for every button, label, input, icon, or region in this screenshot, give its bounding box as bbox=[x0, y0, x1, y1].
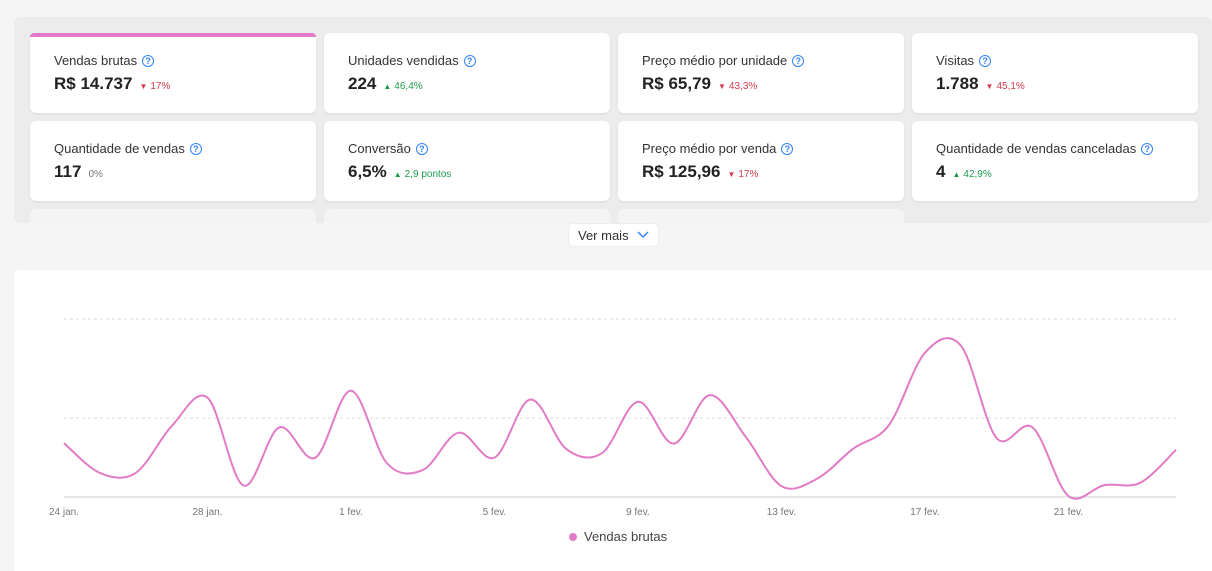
metric-title: Conversão bbox=[348, 141, 411, 156]
sales-chart-panel: 24 jan. 28 jan. 1 fev. 5 fev. 9 fev. 13 fev. 1… bbox=[14, 270, 1212, 571]
metric-delta-value: 45,1% bbox=[996, 81, 1025, 92]
metric-delta: ▲ 2,9 pontos bbox=[394, 169, 452, 180]
triangle-down-icon: ▼ bbox=[985, 82, 994, 91]
x-tick-label: 24 jan. bbox=[49, 507, 79, 518]
metric-value: R$ 125,96 bbox=[642, 162, 721, 181]
metric-title: Preço médio por venda bbox=[642, 141, 777, 156]
help-icon[interactable]: ? bbox=[1141, 142, 1154, 155]
metric-card[interactable]: Preço médio por venda? R$ 125,96 ▼ 17% bbox=[618, 121, 904, 201]
metric-value-row: R$ 14.737 ▼ 17% bbox=[54, 74, 316, 94]
chart-legend[interactable]: Vendas brutas bbox=[569, 529, 667, 544]
metric-title-row: Quantidade de vendas canceladas? bbox=[936, 141, 1198, 156]
metric-delta: ▲ 42,9% bbox=[952, 169, 991, 180]
metric-card[interactable]: Visitas? 1.788 ▼ 45,1% bbox=[912, 33, 1198, 113]
metric-delta: ▼ 17% bbox=[139, 81, 170, 92]
triangle-down-icon: ▼ bbox=[139, 82, 148, 91]
hidden-metric-card bbox=[618, 209, 904, 223]
metric-value-row: 117 0% bbox=[54, 162, 316, 182]
metric-title-row: Preço médio por unidade? bbox=[642, 53, 904, 68]
metric-value: 224 bbox=[348, 74, 377, 93]
metric-card[interactable]: Unidades vendidas? 224 ▲ 46,4% bbox=[324, 33, 610, 113]
metric-value-row: 4 ▲ 42,9% bbox=[936, 162, 1198, 182]
metric-card[interactable]: Preço médio por unidade? R$ 65,79 ▼ 43,3% bbox=[618, 33, 904, 113]
help-icon[interactable]: ? bbox=[142, 54, 155, 67]
metric-delta-value: 42,9% bbox=[963, 169, 992, 180]
metric-card[interactable]: Conversão? 6,5% ▲ 2,9 pontos bbox=[324, 121, 610, 201]
metric-delta-value: 2,9 pontos bbox=[404, 169, 452, 180]
series-line-vendas-brutas[interactable] bbox=[63, 337, 1177, 500]
metric-title: Visitas bbox=[936, 53, 975, 68]
metric-delta-value: 17% bbox=[150, 81, 171, 92]
metric-delta: ▼ 45,1% bbox=[986, 81, 1025, 92]
x-tick-label: 21 fev. bbox=[1054, 507, 1083, 518]
metric-title: Quantidade de vendas bbox=[54, 141, 185, 156]
metric-title-row: Preço médio por venda? bbox=[642, 141, 904, 156]
metrics-area: Vendas brutas? R$ 14.737 ▼ 17% Unidades vend… bbox=[14, 17, 1212, 223]
metric-title: Unidades vendidas bbox=[348, 53, 459, 68]
metric-delta-value: 46,4% bbox=[394, 81, 423, 92]
triangle-up-icon: ▲ bbox=[952, 170, 961, 179]
metric-value: 117 bbox=[54, 162, 82, 181]
triangle-up-icon: ▲ bbox=[383, 82, 392, 91]
metric-value-row: R$ 65,79 ▼ 43,3% bbox=[642, 74, 904, 94]
see-more-button[interactable]: Ver mais bbox=[568, 223, 659, 247]
metric-card[interactable]: Quantidade de vendas canceladas? 4 ▲ 42,9% bbox=[912, 121, 1198, 201]
x-tick-label: 28 jan. bbox=[192, 507, 222, 518]
metric-value: 1.788 bbox=[936, 74, 979, 93]
metric-title-row: Vendas brutas? bbox=[54, 53, 316, 68]
metric-value: 4 bbox=[936, 162, 946, 181]
help-icon[interactable]: ? bbox=[415, 142, 428, 155]
x-tick-label: 1 fev. bbox=[339, 507, 363, 518]
triangle-up-icon: ▲ bbox=[393, 170, 402, 179]
help-icon[interactable]: ? bbox=[189, 142, 202, 155]
metric-delta-value: 17% bbox=[738, 169, 759, 180]
hidden-metric-card bbox=[30, 209, 316, 223]
metric-title: Quantidade de vendas canceladas bbox=[936, 141, 1137, 156]
metric-value: R$ 14.737 bbox=[54, 74, 133, 93]
x-tick-label: 17 fev. bbox=[910, 507, 939, 518]
x-tick-label: 13 fev. bbox=[767, 507, 796, 518]
help-icon[interactable]: ? bbox=[463, 54, 476, 67]
triangle-down-icon: ▼ bbox=[727, 170, 736, 179]
metric-title-row: Quantidade de vendas? bbox=[54, 141, 316, 156]
hidden-metric-card bbox=[324, 209, 610, 223]
metric-card[interactable]: Vendas brutas? R$ 14.737 ▼ 17% bbox=[30, 33, 316, 113]
metric-delta-value: 0% bbox=[88, 169, 103, 180]
x-tick-label: 5 fev. bbox=[483, 507, 507, 518]
metric-title-row: Unidades vendidas? bbox=[348, 53, 610, 68]
legend-swatch bbox=[569, 532, 577, 541]
metric-delta: ▲ 46,4% bbox=[383, 81, 422, 92]
metric-title: Preço médio por unidade bbox=[642, 53, 788, 68]
metric-title: Vendas brutas bbox=[54, 53, 138, 68]
metric-card[interactable]: Quantidade de vendas? 117 0% bbox=[30, 121, 316, 201]
x-tick-label: 9 fev. bbox=[626, 507, 650, 518]
metric-delta: ▼ 17% bbox=[727, 169, 758, 180]
sales-line-chart: 24 jan. 28 jan. 1 fev. 5 fev. 9 fev. 13 fev. 1… bbox=[49, 318, 1177, 518]
metric-value: 6,5% bbox=[348, 162, 387, 181]
triangle-down-icon: ▼ bbox=[718, 82, 726, 91]
metric-value-row: R$ 125,96 ▼ 17% bbox=[642, 162, 904, 182]
metric-value-row: 224 ▲ 46,4% bbox=[348, 74, 610, 94]
metric-delta-value: 43,3% bbox=[728, 81, 758, 92]
help-icon[interactable]: ? bbox=[792, 54, 805, 67]
help-icon[interactable]: ? bbox=[781, 142, 794, 155]
metric-title-row: Conversão? bbox=[348, 141, 610, 156]
metric-value-row: 1.788 ▼ 45,1% bbox=[936, 74, 1198, 94]
see-more-label: Ver mais bbox=[578, 227, 629, 243]
metric-value-row: 6,5% ▲ 2,9 pontos bbox=[348, 162, 610, 182]
metric-delta: ▼ 43,3% bbox=[718, 81, 757, 92]
metric-value: R$ 65,79 bbox=[642, 74, 711, 93]
metric-title-row: Visitas? bbox=[936, 53, 1198, 68]
help-icon[interactable]: ? bbox=[979, 54, 992, 67]
legend-label: Vendas brutas bbox=[584, 529, 668, 544]
metric-delta: 0% bbox=[88, 169, 102, 180]
chevron-down-icon bbox=[637, 231, 649, 239]
